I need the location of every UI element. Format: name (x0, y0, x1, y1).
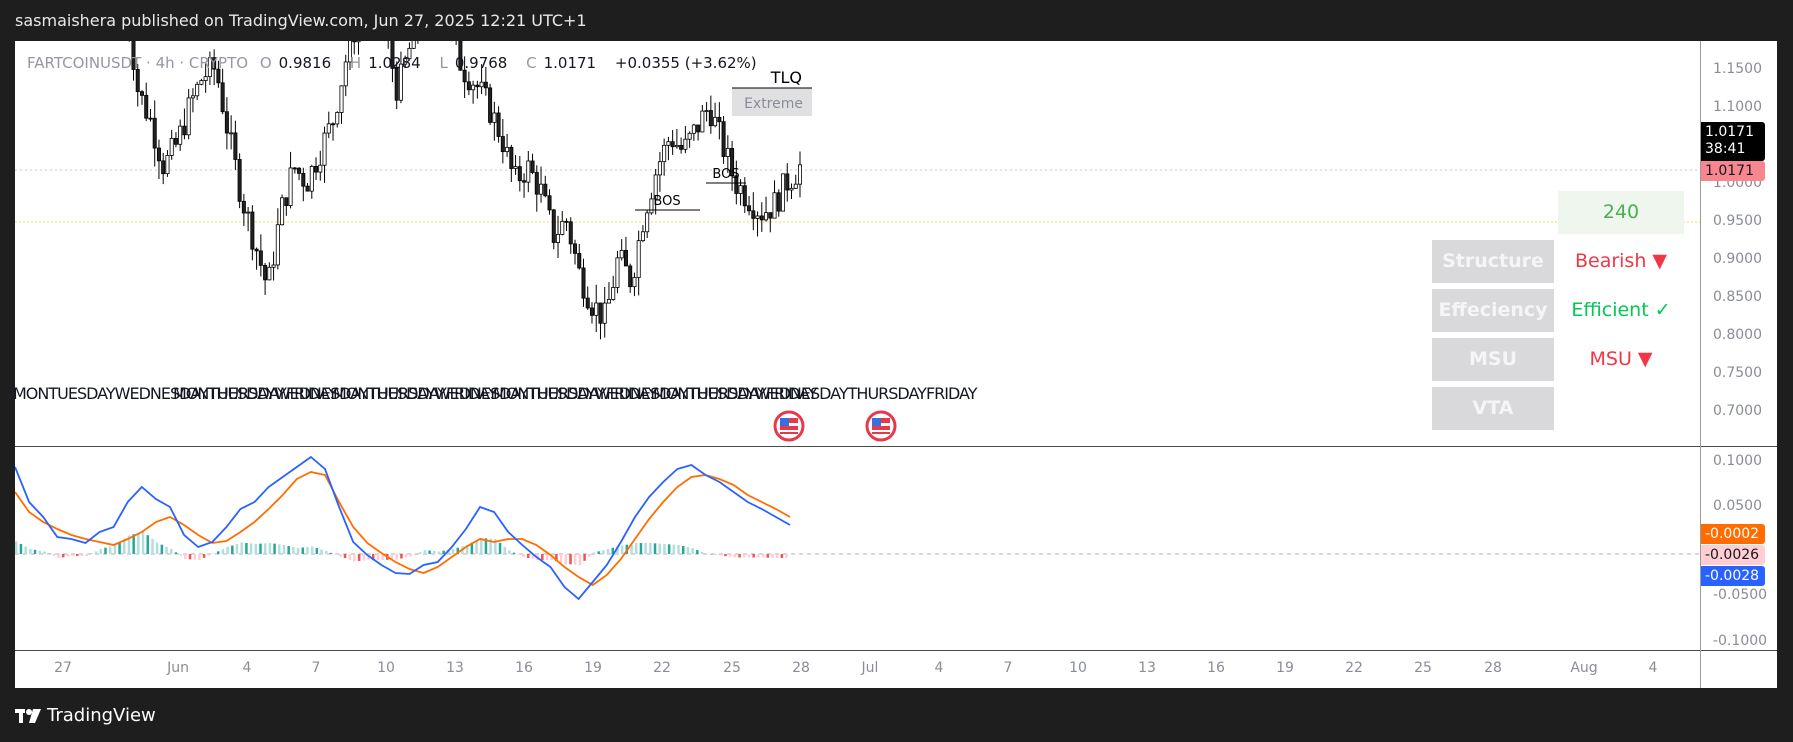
time-tick: 16 (1207, 660, 1225, 676)
bar-countdown: 38:41 (1705, 141, 1746, 157)
price-tick: 0.8000 (1713, 327, 1762, 343)
msu-label: MSU (1432, 338, 1554, 381)
vta-label: VTA (1432, 387, 1554, 430)
msu-value: MSU ▼ (1589, 348, 1653, 370)
time-tick: 7 (1003, 660, 1013, 676)
low-value: 0.9768 (454, 54, 508, 72)
price-tick: 0.9000 (1713, 251, 1762, 267)
day-label: MONTUESDAYWEDNESDAYTHURSDAYFRIDAY (13, 384, 337, 403)
publish-info: sasmaishera published on TradingView.com… (15, 11, 587, 30)
time-tick: 10 (377, 660, 395, 676)
price-tick: 1.1000 (1713, 99, 1762, 115)
time-tick: 22 (1345, 660, 1363, 676)
histogram-value-tag: -0.0026 (1701, 545, 1765, 565)
structure-label: Structure (1432, 240, 1554, 283)
day-label: MONTUESDAYWEDNESDAYTHURSDAYFRIDAY (333, 384, 657, 403)
day-label: MONTUESDAYWEDNESDAYTHURSDAYFRIDAY (173, 384, 497, 403)
structure-value: Bearish ▼ (1574, 250, 1668, 272)
time-tick: 28 (792, 660, 810, 676)
tradingview-logo[interactable]: TradingView (15, 705, 156, 726)
efficiency-label: Effeciency (1432, 289, 1554, 332)
macd-tick: 0.0500 (1713, 498, 1762, 514)
time-tick: 27 (54, 660, 72, 676)
tradingview-logo-icon (15, 708, 41, 723)
time-tick: 25 (723, 660, 741, 676)
time-tick: 25 (1414, 660, 1432, 676)
time-axis-divider (15, 650, 1777, 651)
efficiency-value: Efficient ✓ (1571, 299, 1671, 321)
time-tick: 16 (515, 660, 533, 676)
pane-divider[interactable] (15, 446, 1777, 447)
close-value: 1.0171 (543, 54, 597, 72)
price-tick: 1.1500 (1713, 61, 1762, 77)
time-tick: 22 (653, 660, 671, 676)
macd-tick: -0.0500 (1713, 587, 1768, 603)
time-tick: Aug (1570, 660, 1598, 676)
price-tick: 0.8500 (1713, 289, 1762, 305)
timeframe-cell: 240 (1558, 191, 1684, 234)
high-value: 1.0284 (368, 54, 421, 72)
time-tick: 28 (1484, 660, 1502, 676)
change-value: +0.0355 (+3.62%) (614, 54, 757, 72)
open-value: 0.9816 (278, 54, 332, 72)
last-price-tag: 1.0171 38:41 (1701, 122, 1765, 161)
price-axis-divider (1700, 41, 1701, 688)
bos-label-1: BOS (653, 194, 680, 209)
time-tick: 19 (1276, 660, 1294, 676)
macd-line (15, 455, 791, 601)
time-tick: Jun (167, 660, 189, 676)
tlq-label: TLQ (770, 68, 802, 87)
footer-brand: TradingView (47, 705, 156, 726)
bos-label-2: BOS (712, 167, 739, 182)
extreme-label: Extreme (744, 96, 803, 112)
time-tick: 4 (1648, 660, 1658, 676)
macd-tick: 0.1000 (1713, 453, 1762, 469)
signal-line (15, 471, 791, 587)
symbol-legend: FARTCOINUSDT · 4h · CRYPTO O 0.9816 H 1.02… (27, 54, 757, 72)
close-price-tag: 1.0171 (1701, 161, 1765, 181)
time-tick: 13 (1138, 660, 1156, 676)
day-label: MONTUESDAYWEDNESDAYTHURSDAYFRIDAY (653, 384, 977, 403)
symbol-name[interactable]: FARTCOINUSDT · 4h · CRYPTO (27, 54, 249, 72)
macd-chart[interactable] (15, 447, 1700, 651)
time-tick: 19 (584, 660, 602, 676)
time-tick: Jul (861, 660, 879, 676)
candlestick-chart[interactable]: BOS BOS TLQ Extreme (15, 41, 1700, 446)
time-tick: 7 (311, 660, 321, 676)
price-tick: 0.9500 (1713, 213, 1762, 229)
chart-frame[interactable]: FARTCOINUSDT · 4h · CRYPTO O 0.9816 H 1.02… (13, 41, 1777, 688)
time-tick: 4 (934, 660, 944, 676)
price-tick: 0.7500 (1713, 365, 1762, 381)
us-flag-icon[interactable] (865, 410, 897, 442)
macd-tick: -0.1000 (1713, 633, 1768, 649)
time-tick: 4 (242, 660, 252, 676)
time-tick: 10 (1069, 660, 1087, 676)
signal-value-tag: -0.0002 (1701, 524, 1765, 544)
time-tick: 13 (446, 660, 464, 676)
us-flag-icon[interactable] (773, 410, 805, 442)
price-tick: 0.7000 (1713, 403, 1762, 419)
day-label: MONTUESDAYWEDNESDAYTHURSDAYFRIDAY (493, 384, 817, 403)
extreme-zone (732, 88, 812, 116)
macd-value-tag: -0.0028 (1701, 566, 1765, 586)
